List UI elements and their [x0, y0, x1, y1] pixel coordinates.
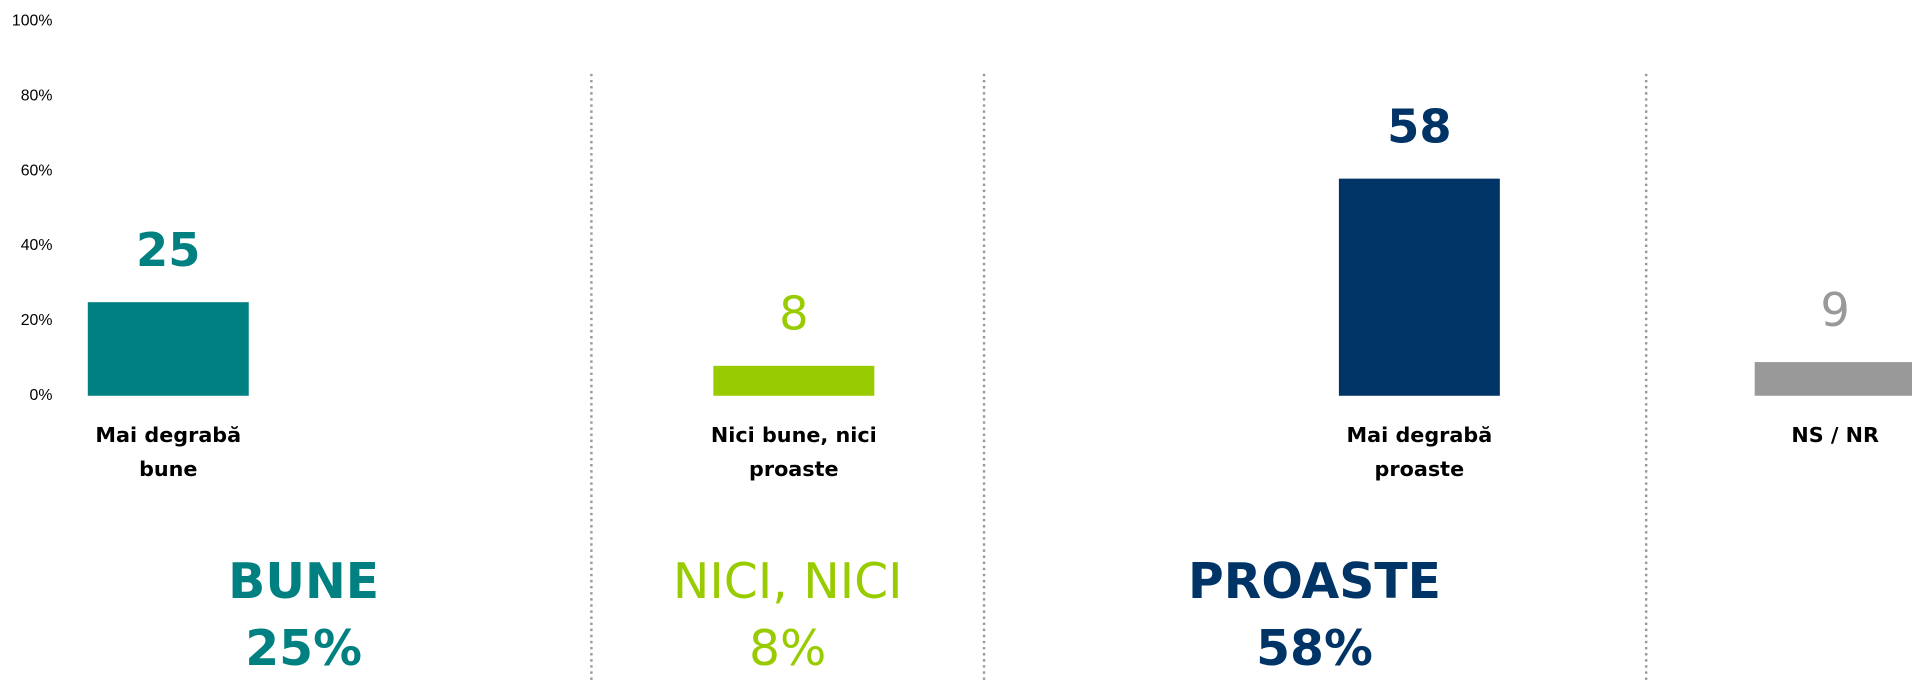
group-value: 8% [749, 620, 826, 677]
group-title: PROASTE [1188, 553, 1441, 610]
bar [1754, 362, 1912, 396]
y-tick-label: 60% [21, 162, 53, 179]
y-tick-label: 100% [12, 13, 53, 30]
x-tick-label: Mai degrabă proaste [1346, 423, 1493, 483]
x-tick-label: Mai degrabă bune [95, 423, 242, 483]
y-tick-label: 80% [21, 87, 53, 104]
category-box: Nici bune, nici proaste [710, 423, 877, 483]
category-box: Mai degrabă bune [95, 423, 242, 483]
value-label: 8 [779, 287, 808, 341]
bar [1338, 178, 1500, 396]
y-tick-label: 0% [30, 387, 53, 404]
group-value: 25% [245, 620, 362, 677]
bar [713, 365, 875, 396]
bar [87, 302, 249, 396]
y-tick-label: 20% [21, 312, 53, 329]
group-title: BUNE [228, 553, 379, 610]
group-value: 58% [1256, 620, 1373, 677]
x-tick-label: Nici bune, nici proaste [710, 423, 877, 483]
value-label: 9 [1820, 283, 1849, 337]
x-tick-label: NS / NR [1791, 423, 1879, 449]
value-label: 25 [136, 223, 200, 277]
value-label: 58 [1387, 99, 1451, 153]
y-tick-label: 40% [21, 237, 53, 254]
category-box: NS / NR [1791, 423, 1879, 449]
group-title: NICI, NICI [673, 553, 903, 610]
category-box: Mai degrabă proaste [1346, 423, 1493, 483]
